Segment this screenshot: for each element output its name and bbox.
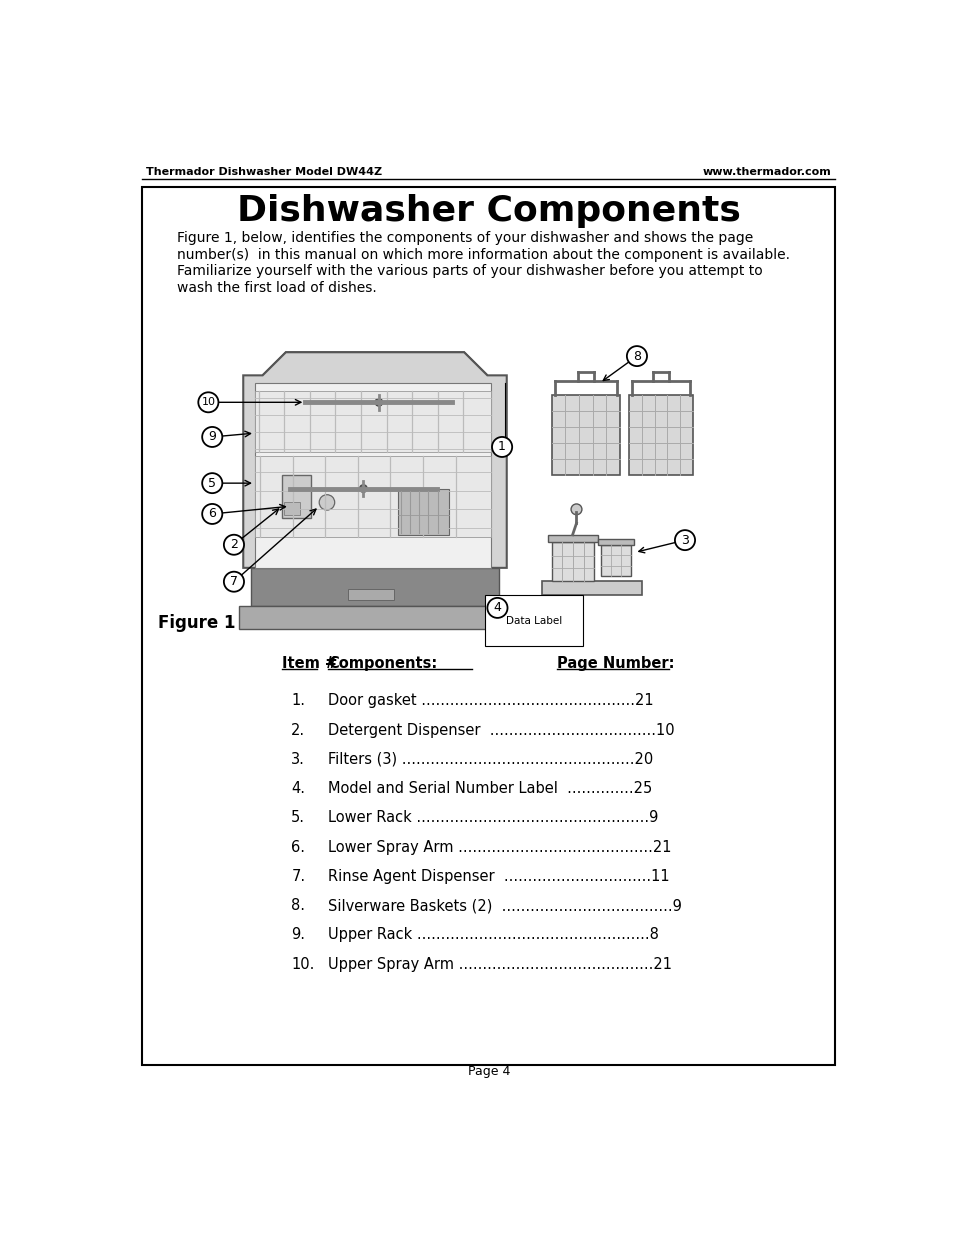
Circle shape [626,346,646,366]
FancyBboxPatch shape [551,395,619,475]
FancyBboxPatch shape [397,489,448,535]
Circle shape [224,535,244,555]
Text: Components:: Components: [328,656,437,672]
Text: Familiarize yourself with the various parts of your dishwasher before you attemp: Familiarize yourself with the various pa… [177,264,762,278]
FancyBboxPatch shape [142,186,835,1065]
Text: Lower Rack .................................................9: Lower Rack .............................… [328,810,659,825]
Text: number(s)  in this manual on which more information about the component is avail: number(s) in this manual on which more i… [177,247,789,262]
Text: Page Number:: Page Number: [557,656,674,672]
Text: Rinse Agent Dispenser  ...............................11: Rinse Agent Dispenser ..................… [328,869,669,884]
FancyBboxPatch shape [282,475,311,517]
Circle shape [492,437,512,457]
FancyBboxPatch shape [254,456,491,537]
Text: 5.: 5. [291,810,305,825]
FancyBboxPatch shape [239,606,510,630]
Text: 2: 2 [230,538,237,551]
Text: 3.: 3. [291,752,305,767]
FancyBboxPatch shape [629,395,692,475]
Circle shape [224,572,244,592]
Text: Item #: Item # [282,656,337,672]
Text: Door gasket .............................................21: Door gasket ............................… [328,693,654,709]
FancyBboxPatch shape [547,535,598,542]
Text: Model and Serial Number Label  ..............25: Model and Serial Number Label ..........… [328,782,652,797]
Text: Figure 1: Figure 1 [158,614,235,632]
Text: Page 4: Page 4 [467,1065,510,1078]
Text: 8: 8 [632,350,640,363]
Circle shape [375,399,382,406]
FancyBboxPatch shape [284,501,299,515]
Text: 8.: 8. [291,898,305,913]
Text: 1.: 1. [291,693,305,709]
Text: Figure 1, below, identifies the components of your dishwasher and shows the page: Figure 1, below, identifies the componen… [177,231,753,245]
Text: Silverware Baskets (2)  ....................................9: Silverware Baskets (2) .................… [328,898,681,913]
Circle shape [202,473,222,493]
FancyBboxPatch shape [251,568,498,606]
Text: 7: 7 [230,576,237,588]
Text: 9: 9 [208,431,216,443]
FancyBboxPatch shape [600,545,630,576]
Circle shape [487,598,507,618]
Text: Upper Spray Arm .........................................21: Upper Spray Arm ........................… [328,957,672,972]
FancyBboxPatch shape [254,390,491,452]
Text: 10.: 10. [291,957,314,972]
Circle shape [359,484,367,493]
Text: 9.: 9. [291,927,305,942]
Text: Data Label: Data Label [505,615,561,626]
Text: Lower Spray Arm .........................................21: Lower Spray Arm ........................… [328,840,671,855]
Text: 1: 1 [497,441,505,453]
FancyBboxPatch shape [541,580,641,595]
Text: 7.: 7. [291,869,305,884]
FancyBboxPatch shape [348,589,394,600]
Text: Filters (3) .................................................20: Filters (3) ............................… [328,752,653,767]
Text: Thermador Dishwasher Model DW44Z: Thermador Dishwasher Model DW44Z [146,168,382,178]
Polygon shape [243,352,506,568]
Text: 6: 6 [208,508,216,520]
Circle shape [571,504,581,515]
Circle shape [674,530,695,550]
Circle shape [319,495,335,510]
Text: wash the first load of dishes.: wash the first load of dishes. [177,282,376,295]
Text: Dishwasher Components: Dishwasher Components [236,194,740,228]
Polygon shape [262,352,487,375]
FancyBboxPatch shape [598,538,633,545]
Text: 2.: 2. [291,722,305,737]
Text: 5: 5 [208,477,216,489]
FancyBboxPatch shape [254,383,491,568]
Circle shape [198,393,218,412]
Text: 4.: 4. [291,782,305,797]
Text: 6.: 6. [291,840,305,855]
Text: Detergent Dispenser  ...................................10: Detergent Dispenser ....................… [328,722,675,737]
Text: www.thermador.com: www.thermador.com [702,168,831,178]
FancyBboxPatch shape [551,542,594,580]
Circle shape [202,427,222,447]
Circle shape [202,504,222,524]
Text: Upper Rack .................................................8: Upper Rack .............................… [328,927,659,942]
Text: 3: 3 [680,534,688,547]
Text: 10: 10 [201,398,215,408]
Text: 4: 4 [493,601,501,614]
